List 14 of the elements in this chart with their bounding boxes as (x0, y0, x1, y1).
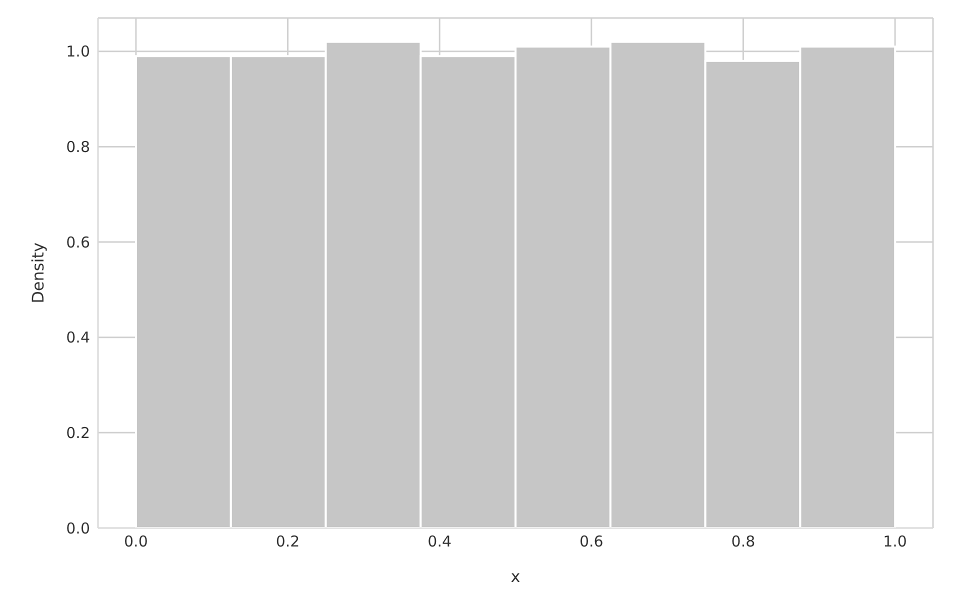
x-tick-label: 0.0 (124, 532, 148, 551)
x-axis-title: x (510, 567, 520, 586)
y-tick-label: 0.4 (66, 328, 90, 347)
x-tick-label: 0.4 (428, 532, 452, 551)
y-tick-label: 0.2 (66, 424, 90, 442)
y-tick-label: 0.8 (66, 138, 90, 156)
x-tick-label: 0.2 (276, 532, 300, 551)
y-axis-title: Density (28, 242, 48, 304)
y-tick-label: 1.0 (66, 42, 90, 61)
y-tick-label: 0.0 (66, 519, 90, 538)
y-tick-label: 0.6 (66, 233, 90, 252)
x-tick-label: 0.6 (579, 532, 604, 551)
x-tick-label: 1.0 (883, 532, 907, 551)
x-tick-label: 0.8 (731, 532, 756, 551)
